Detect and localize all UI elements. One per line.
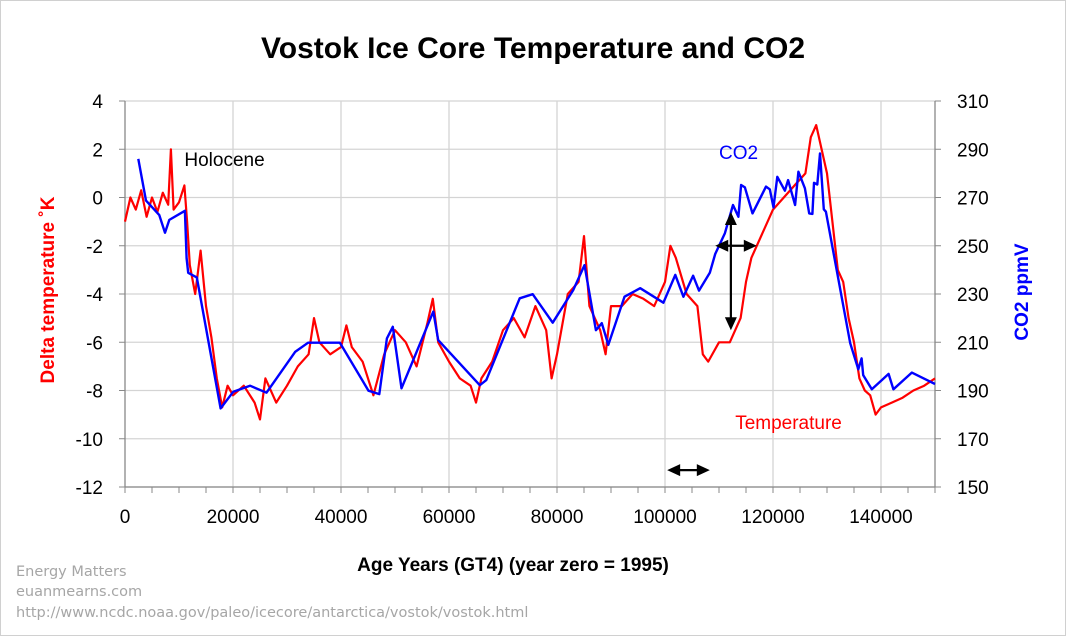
credit-line-1: Energy Matters [16, 564, 127, 580]
series-line-co2 [137, 152, 936, 410]
x-tick-label: 80000 [531, 507, 584, 528]
credit-url[interactable]: http://www.ncdc.noaa.gov/paleo/icecore/a… [16, 605, 529, 621]
y-right-tick-label: 170 [957, 430, 989, 451]
arrowhead-icon [724, 211, 737, 225]
credit-line-2: euanmearns.com [16, 584, 143, 600]
y-left-tick-label: 2 [92, 140, 103, 161]
chart-title: Vostok Ice Core Temperature and CO2 [261, 32, 805, 65]
x-tick-label: 140000 [849, 507, 912, 528]
y-left-tick-label: -2 [86, 237, 103, 258]
y-right-tick-label: 230 [957, 285, 989, 306]
arrowhead-icon [715, 239, 729, 252]
y-left-tick-label: 4 [92, 92, 103, 113]
y-axis-right-label: CO2 ppmV [1012, 243, 1033, 340]
y-right-tick-label: 250 [957, 237, 989, 258]
x-tick-label: 60000 [423, 507, 476, 528]
y-left-tick-label: -12 [76, 478, 103, 499]
series [123, 123, 936, 421]
x-tick-label: 40000 [315, 507, 368, 528]
x-tick-label: 0 [120, 507, 131, 528]
y-left-tick-label: -6 [86, 333, 103, 354]
annotation-label-co2: CO2 [719, 143, 758, 164]
y-axis-left-label: Delta temperature ˚K [38, 196, 59, 383]
y-left-tick-label: -8 [86, 382, 103, 403]
y-right-tick-label: 190 [957, 382, 989, 403]
y-right-tick-label: 310 [957, 92, 989, 113]
x-tick-label: 20000 [207, 507, 260, 528]
x-axis-label: Age Years (GT4) (year zero = 1995) [357, 555, 669, 576]
arrowhead-icon [743, 239, 757, 252]
arrowhead-icon [667, 464, 681, 477]
x-tick-label: 100000 [633, 507, 696, 528]
y-right-tick-label: 270 [957, 189, 989, 210]
annotations: Holocene CO2 Temperature [184, 143, 842, 477]
y-right-tick-label: 290 [957, 140, 989, 161]
y-left-tick-label: -10 [76, 430, 103, 451]
x-tick-label: 120000 [741, 507, 804, 528]
ticks: 4 310 2 290 0 270 -2 250 -4 230 -6 210 -8 190 -10 170 -1… [76, 92, 989, 528]
arrowhead-icon [724, 317, 737, 331]
annotation-label-temperature: Temperature [735, 413, 842, 434]
arrowhead-icon [696, 464, 710, 477]
annotation-label-holocene: Holocene [184, 150, 264, 171]
y-left-tick-label: 0 [92, 189, 103, 210]
y-left-tick-label: -4 [86, 285, 103, 306]
y-right-tick-label: 210 [957, 333, 989, 354]
y-right-tick-label: 150 [957, 478, 989, 499]
